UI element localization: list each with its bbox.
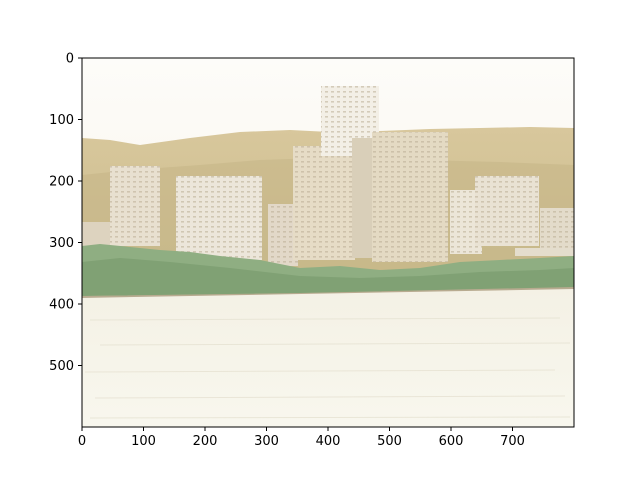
y-tick-label: 0 — [66, 52, 74, 67]
x-tick-label: 500 — [377, 434, 402, 449]
x-tick-label: 0 — [78, 434, 86, 449]
x-tick-label: 300 — [254, 434, 279, 449]
x-tick-label: 600 — [439, 434, 464, 449]
x-tick-label: 700 — [500, 434, 525, 449]
water-ripples — [84, 317, 571, 419]
y-tick-label: 200 — [49, 175, 74, 190]
skyline-buildings — [82, 86, 574, 266]
water — [82, 289, 574, 427]
y-tick-label: 400 — [49, 298, 74, 313]
x-tick-label: 200 — [193, 434, 218, 449]
x-axis: 0 100 200 300 400 500 600 700 — [78, 427, 525, 449]
y-axis: 0 100 200 300 400 500 — [49, 52, 82, 374]
y-tick-label: 300 — [49, 236, 74, 251]
y-tick-label: 100 — [49, 113, 74, 128]
x-tick-label: 100 — [131, 434, 156, 449]
photo-image — [82, 58, 574, 427]
y-tick-label: 500 — [49, 359, 74, 374]
x-tick-label: 400 — [316, 434, 341, 449]
shoreline-trees-dark — [82, 258, 574, 296]
